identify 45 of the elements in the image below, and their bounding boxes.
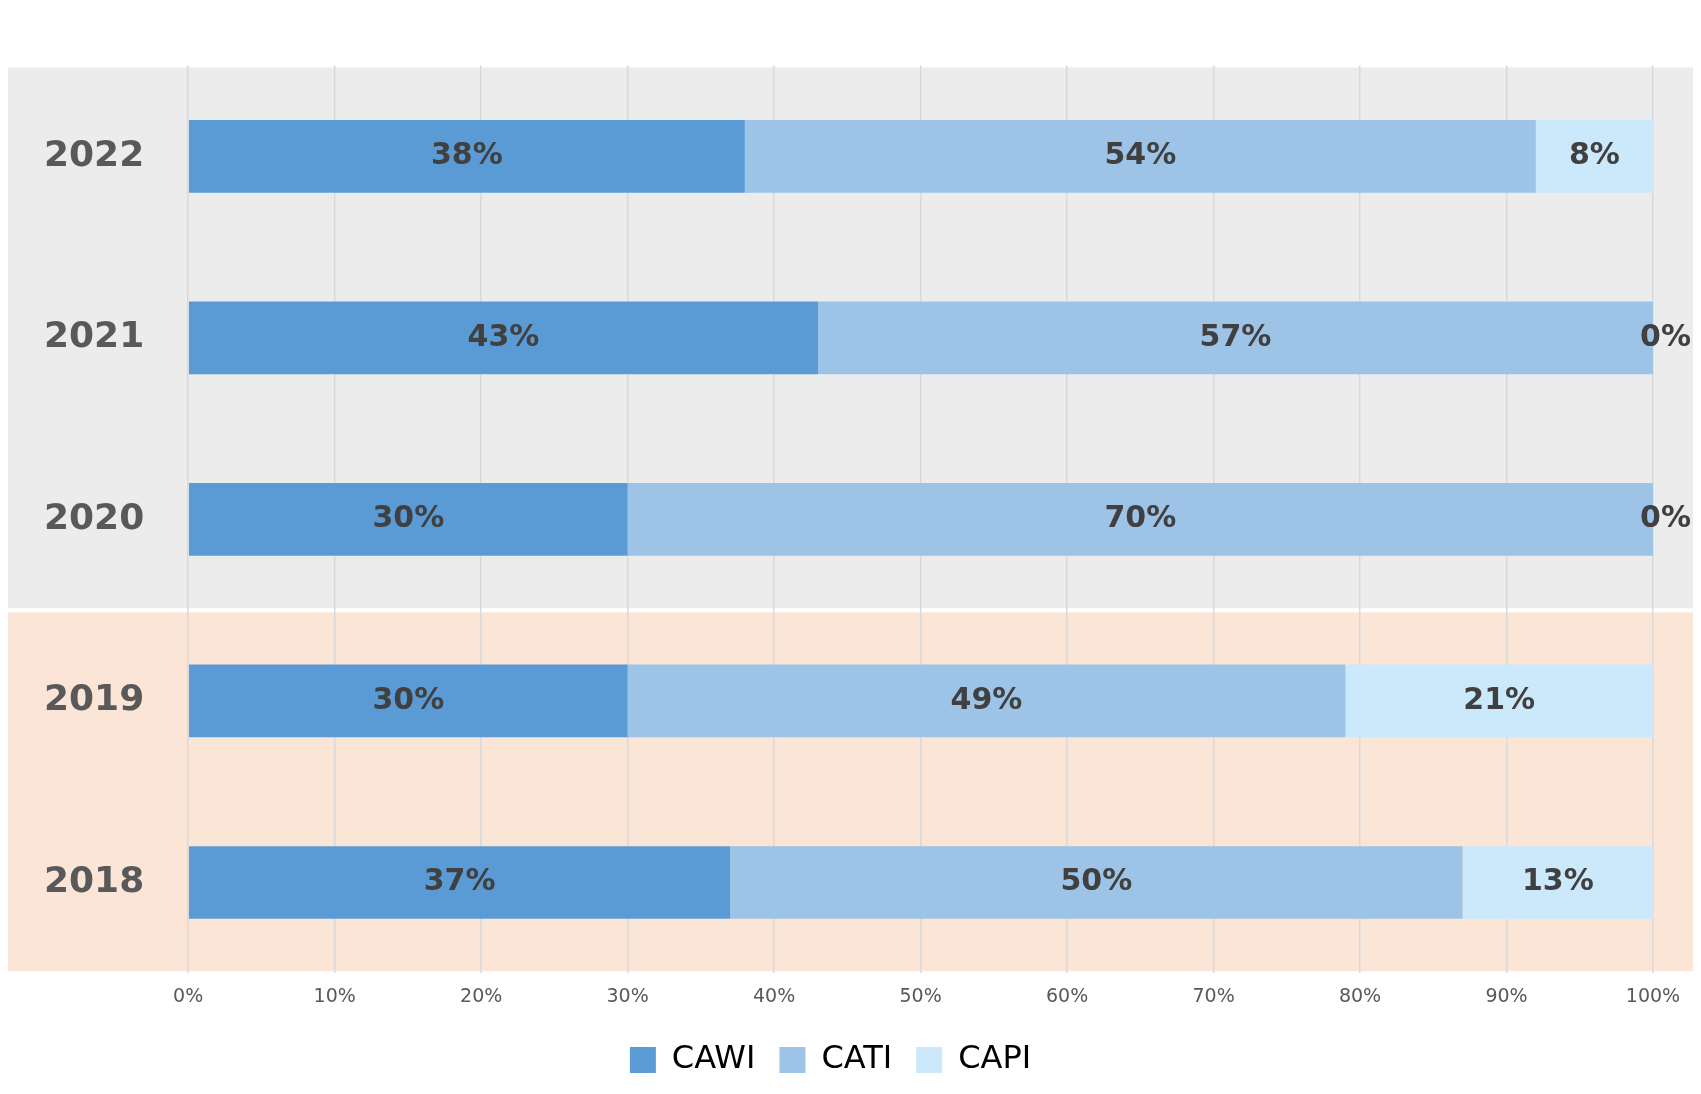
legend-label: CAPI <box>958 1038 1032 1077</box>
data-label: 57% <box>1199 317 1272 353</box>
data-label: 30% <box>372 680 445 716</box>
legend-label: CATI <box>821 1038 893 1077</box>
x-tick-label: 0% <box>173 983 204 1006</box>
y-tick-label: 2018 <box>43 858 145 900</box>
x-tick-label: 60% <box>1045 983 1089 1006</box>
x-tick-label: 90% <box>1485 983 1528 1006</box>
data-label: 30% <box>372 499 445 535</box>
bar <box>627 664 1346 738</box>
x-tick-label: 80% <box>1338 983 1382 1006</box>
x-tick-label: 30% <box>606 983 649 1006</box>
data-label: 43% <box>467 317 540 353</box>
x-tick-label: 10% <box>313 983 356 1006</box>
x-tick-label: 20% <box>460 983 503 1006</box>
x-tick-label: 50% <box>899 983 942 1006</box>
bar <box>188 120 745 193</box>
x-tick-label: 100% <box>1625 983 1681 1006</box>
data-label: 0% <box>1640 499 1691 535</box>
bar <box>188 846 731 919</box>
y-tick-label: 2022 <box>43 132 145 174</box>
bar <box>1345 664 1653 738</box>
y-tick-label: 2020 <box>43 495 145 537</box>
x-tick-label: 40% <box>753 983 796 1006</box>
data-label: 38% <box>430 136 503 172</box>
data-label: 0% <box>1640 317 1691 353</box>
legend-label: CAWI <box>671 1038 756 1077</box>
bar <box>188 664 628 738</box>
bar <box>730 846 1463 919</box>
data-label: 21% <box>1463 680 1536 716</box>
bar <box>744 120 1536 193</box>
data-label: 70% <box>1104 499 1177 535</box>
bar <box>188 483 628 556</box>
data-label: 37% <box>423 862 496 898</box>
data-label: 49% <box>950 680 1023 716</box>
x-tick-label: 70% <box>1192 983 1235 1006</box>
data-label: 50% <box>1060 862 1133 898</box>
bar <box>188 301 819 375</box>
bar <box>1535 120 1653 193</box>
data-label: 13% <box>1521 862 1594 898</box>
y-tick-label: 2021 <box>43 314 145 356</box>
bar <box>1462 846 1653 919</box>
y-tick-label: 2019 <box>43 677 145 719</box>
data-label: 8% <box>1568 136 1620 172</box>
data-label: 54% <box>1104 136 1177 172</box>
